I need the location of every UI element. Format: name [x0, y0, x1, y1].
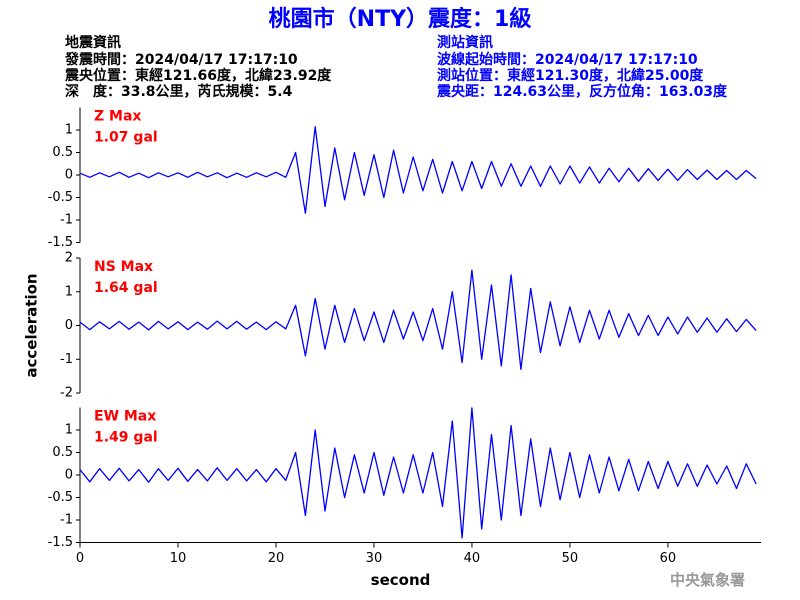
- x-tick-label: 30: [366, 551, 383, 566]
- info-left: 地震資訊: [65, 34, 121, 51]
- x-tick-label: 10: [170, 551, 187, 566]
- x-axis-label: second: [371, 571, 431, 589]
- y-axis-label: acceleration: [23, 273, 41, 377]
- y-tick-label: -1: [60, 513, 73, 528]
- x-tick-label: 40: [464, 551, 481, 566]
- info-left: 震央位置：東經121.66度，北緯23.92度: [64, 67, 332, 84]
- annotation: 1.49 gal: [94, 430, 158, 446]
- y-tick-label: 0: [65, 468, 73, 483]
- y-tick-label: 0.5: [52, 145, 73, 160]
- annotation: NS Max: [94, 259, 153, 275]
- x-tick-label: 60: [660, 551, 677, 566]
- annotation: Z Max: [94, 109, 141, 125]
- y-tick-label: 1: [65, 123, 73, 138]
- annotation: 1.07 gal: [94, 130, 158, 146]
- y-tick-label: -1.5: [48, 235, 73, 250]
- y-tick-label: 0: [65, 318, 73, 333]
- info-right: 波線起始時間：2024/04/17 17:17:10: [437, 51, 698, 68]
- y-tick-label: 0: [65, 168, 73, 183]
- y-tick-label: 0.5: [52, 445, 73, 460]
- y-tick-label: -0.5: [48, 490, 73, 505]
- info-right: 測站位置：東經121.30度，北緯25.00度: [437, 67, 704, 84]
- waveform: [79, 269, 757, 371]
- x-tick-label: 50: [562, 551, 579, 566]
- info-left: 發震時間：2024/04/17 17:17:10: [64, 51, 298, 68]
- x-tick-label: 20: [268, 551, 285, 566]
- y-tick-label: -1: [60, 352, 73, 367]
- y-tick-label: -0.5: [48, 190, 73, 205]
- annotation: 1.64 gal: [94, 280, 158, 296]
- y-tick-label: 1: [65, 423, 73, 438]
- y-tick-label: -1.5: [48, 535, 73, 550]
- y-tick-label: -1: [60, 213, 73, 228]
- waveform: [79, 407, 757, 539]
- annotation: EW Max: [94, 409, 156, 425]
- info-right: 測站資訊: [437, 34, 493, 51]
- title: 桃園市（NTY）震度：1級: [269, 6, 532, 32]
- y-tick-label: 2: [65, 251, 73, 266]
- y-tick-label: 1: [65, 284, 73, 299]
- y-tick-label: -2: [60, 386, 73, 401]
- x-tick-label: 0: [76, 551, 84, 566]
- info-left: 深 度：33.8公里，芮氏規模：5.4: [65, 83, 293, 100]
- info-right: 震央距：124.63公里，反方位角：163.03度: [436, 83, 728, 100]
- watermark: 中央氣象署: [670, 571, 745, 589]
- waveform: [79, 126, 757, 214]
